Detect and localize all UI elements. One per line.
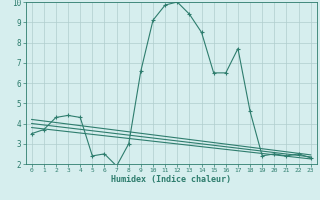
X-axis label: Humidex (Indice chaleur): Humidex (Indice chaleur) [111,175,231,184]
